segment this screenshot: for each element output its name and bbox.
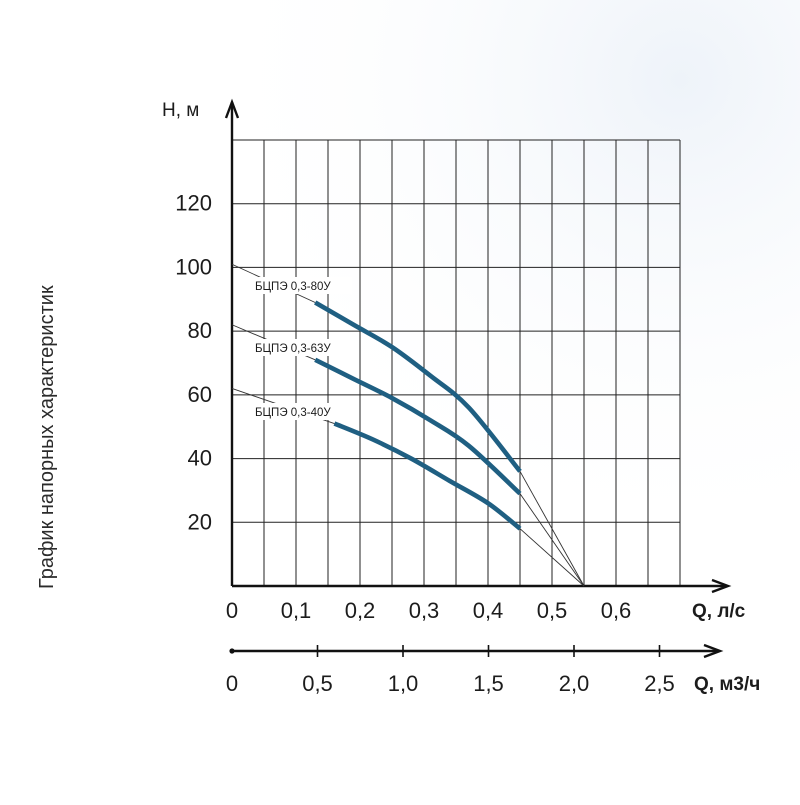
x-tick-label: 0,3 <box>409 598 440 623</box>
grid <box>232 139 681 586</box>
series-label: БЦПЭ 0,3-40У <box>255 407 331 419</box>
x-tick-label: 0,4 <box>473 598 504 623</box>
x-axis-arrow <box>711 578 732 594</box>
x2-tick-label: 1,5 <box>473 671 504 696</box>
x-axis-title: Q, л/с <box>692 601 746 622</box>
series-extension-line <box>519 493 585 587</box>
series-extension-line <box>519 471 585 587</box>
x2-origin-marker <box>229 648 235 654</box>
series-curve <box>333 421 522 531</box>
y-tick-label: 60 <box>188 382 212 407</box>
y-tick-label: 40 <box>188 446 212 471</box>
series-label-bg <box>252 339 352 356</box>
x2-tick-label: 2,5 <box>644 671 675 696</box>
y-axis-title: H, м <box>162 100 199 121</box>
x-tick-label: 0,2 <box>345 598 376 623</box>
x2-axis-title: Q, м3/ч <box>694 674 760 695</box>
y-tick-label: 100 <box>175 254 212 279</box>
tick-labels: 20 40 60 80 100 120 0 0,1 0,2 0,3 0,4 0,5 0,6 0 0,5 1,0… <box>175 191 675 696</box>
x2-tick-label: 2,0 <box>559 671 590 696</box>
axes <box>224 98 732 659</box>
series-label-bg <box>252 277 352 294</box>
y-tick-label: 120 <box>175 191 212 216</box>
series-curve <box>314 300 522 473</box>
x-tick-label: 0 <box>226 598 238 623</box>
chart-title: График напорных характеристик <box>36 285 58 589</box>
x2-tick-label: 0,5 <box>302 671 333 696</box>
y-tick-label: 20 <box>188 509 212 534</box>
x-tick-label: 0,5 <box>537 598 568 623</box>
x-tick-label: 0,1 <box>281 598 312 623</box>
series-extension-line <box>519 528 585 587</box>
x-tick-label: 0,6 <box>601 598 632 623</box>
series-layer: БЦПЭ 0,3-80У БЦПЭ 0,3-63У БЦПЭ 0,3-40У <box>231 263 585 587</box>
series-label-bg <box>252 403 352 420</box>
series-label: БЦПЭ 0,3-63У <box>255 343 331 355</box>
y-tick-label: 80 <box>188 318 212 343</box>
x2-tick-label: 1,0 <box>388 671 419 696</box>
x2-tick-label: 0 <box>226 671 238 696</box>
y-axis-arrow <box>224 98 240 119</box>
series-label: БЦПЭ 0,3-80У <box>255 281 331 293</box>
series-curve <box>314 357 522 496</box>
x2-axis-arrow <box>703 643 724 659</box>
